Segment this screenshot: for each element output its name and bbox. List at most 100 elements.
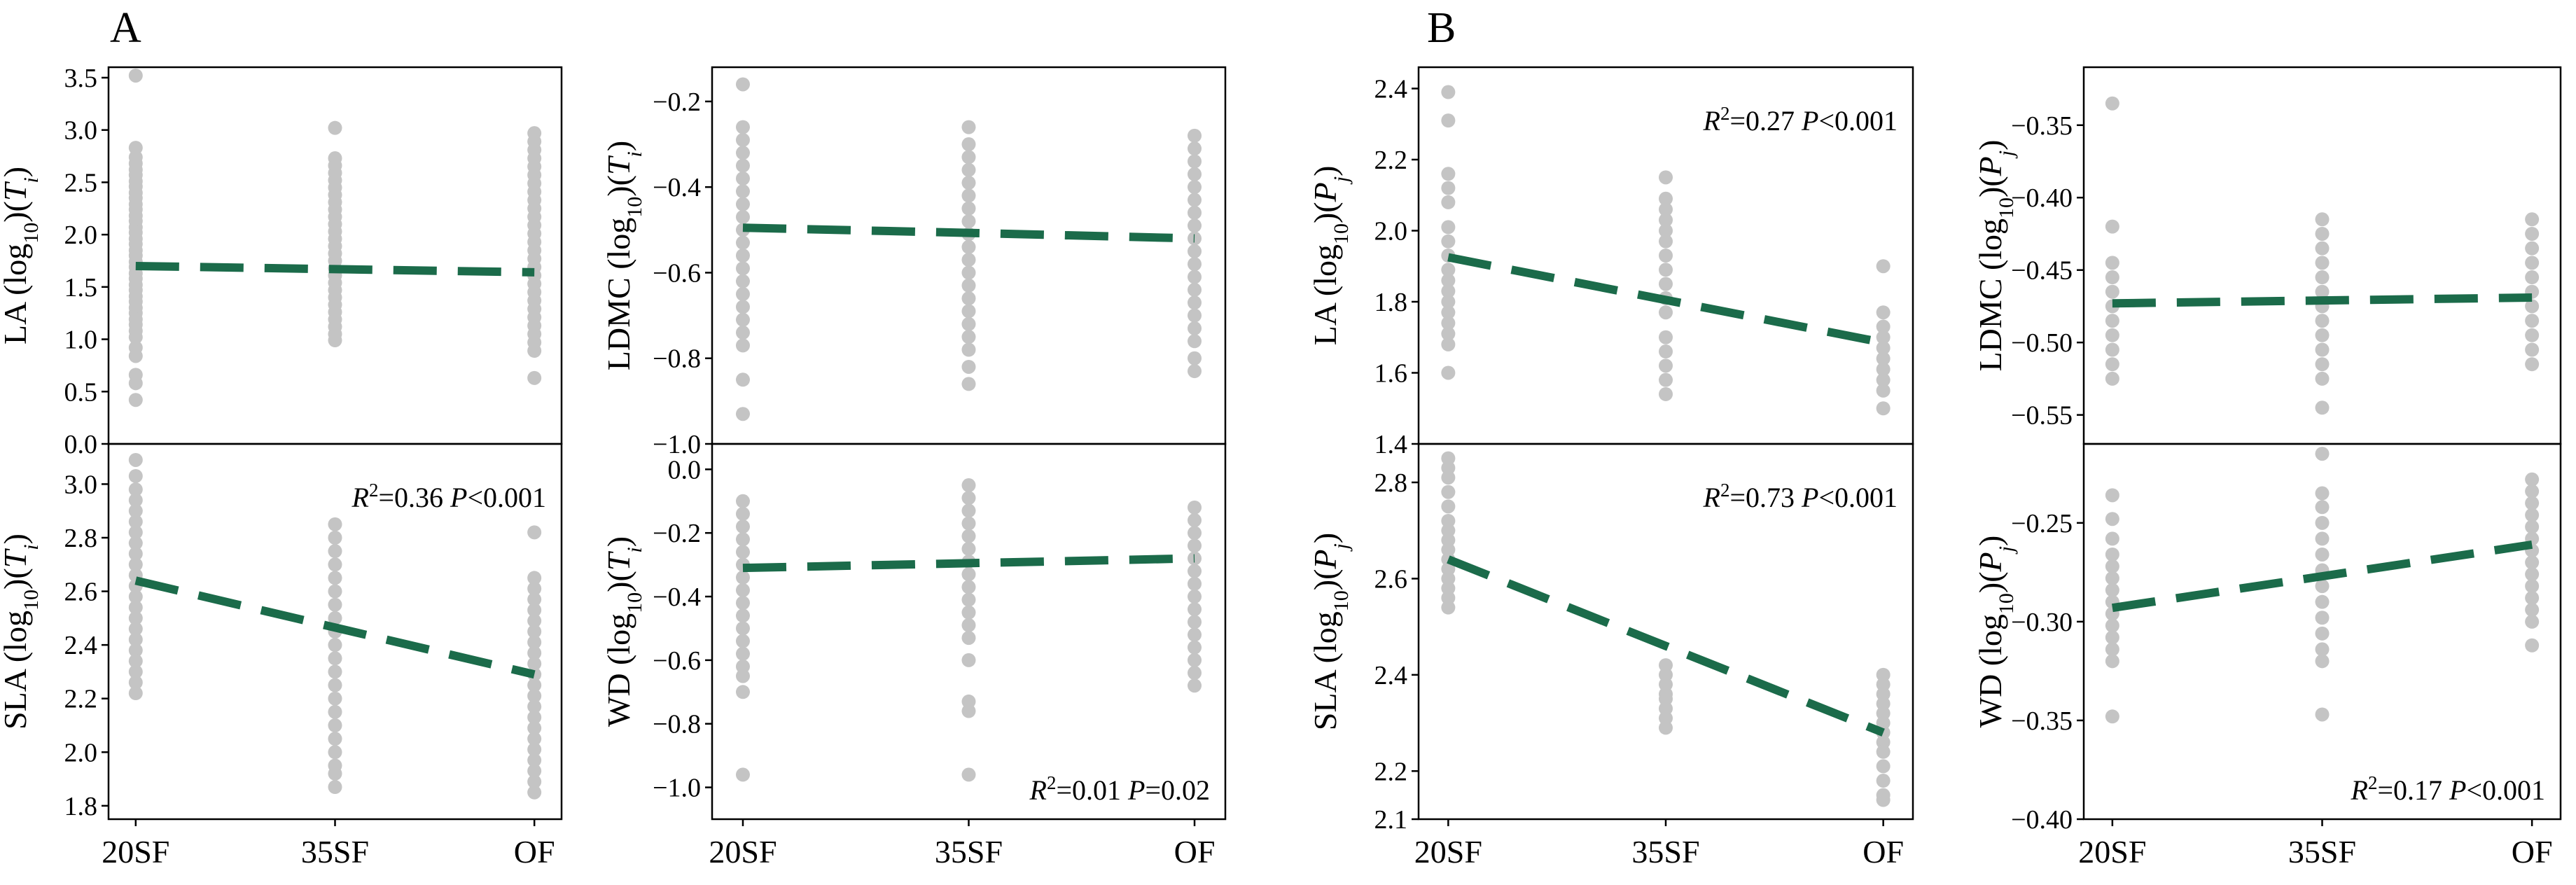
data-point — [2315, 447, 2330, 461]
data-point — [735, 532, 750, 547]
data-point — [1876, 401, 1891, 416]
data-point — [735, 261, 750, 276]
data-point — [128, 590, 143, 604]
plot-b-wd: −0.40 −0.35 −0.30 −0.25 20SF 35SF OF WD (log10)… — [1972, 442, 2562, 870]
data-point — [2105, 571, 2119, 585]
data-point — [2525, 314, 2540, 328]
data-point — [2105, 559, 2119, 573]
data-point — [1441, 571, 1456, 586]
data-point — [527, 613, 542, 628]
data-point — [328, 780, 342, 795]
data-point — [2315, 342, 2330, 357]
data-point — [1188, 167, 1202, 181]
x-tick-label-35sf: 35SF — [2288, 834, 2356, 870]
data-point — [1188, 615, 1202, 629]
data-point — [735, 77, 750, 92]
data-point — [1876, 716, 1891, 730]
data-point — [1659, 677, 1673, 692]
trend-line — [742, 223, 1195, 243]
data-point — [1188, 500, 1202, 515]
trend-line — [2111, 540, 2533, 613]
x-tick-label-of: OF — [1174, 834, 1216, 870]
data-point — [1188, 602, 1202, 617]
data-point — [961, 176, 976, 190]
data-point — [2525, 357, 2540, 372]
data-point — [328, 691, 342, 706]
data-point — [2525, 555, 2540, 570]
x-tick-label-of: OF — [1863, 834, 1904, 870]
data-point — [527, 764, 542, 779]
data-point — [1441, 543, 1456, 557]
data-point — [527, 710, 542, 725]
data-point — [1876, 383, 1891, 398]
y-tick-label: −0.50 — [2011, 328, 2073, 358]
data-point — [2315, 579, 2330, 594]
data-point — [128, 468, 143, 483]
y-tick-label: −0.4 — [653, 173, 701, 202]
data-point — [1441, 523, 1456, 538]
data-point — [961, 304, 976, 319]
data-point — [735, 274, 750, 288]
panel-letter-b: B — [1427, 4, 1456, 52]
data-point — [735, 407, 750, 421]
data-point — [1659, 372, 1673, 387]
data-point — [1876, 340, 1891, 355]
y-tick-label: 2.8 — [64, 524, 98, 553]
data-point — [128, 376, 143, 391]
trend-line — [1447, 253, 1884, 347]
data-point — [2105, 357, 2119, 372]
data-point — [128, 632, 143, 647]
data-point — [1188, 295, 1202, 310]
y-tick-label: 2.2 — [1374, 757, 1408, 786]
data-point — [527, 603, 542, 618]
data-point — [1876, 687, 1891, 702]
y-tick-label: 3.0 — [64, 116, 98, 146]
data-point — [128, 349, 143, 363]
x-tick-label-of: OF — [514, 834, 555, 870]
data-point — [2105, 630, 2119, 645]
data-point — [2105, 488, 2119, 503]
data-point — [128, 654, 143, 669]
y-tick-label: 2.2 — [1374, 146, 1408, 175]
data-point — [128, 546, 143, 561]
data-point — [328, 718, 342, 732]
data-point — [961, 529, 976, 543]
data-point — [328, 766, 342, 781]
data-point — [128, 557, 143, 572]
data-point — [1659, 277, 1673, 291]
data-point — [1188, 576, 1202, 591]
data-point — [328, 678, 342, 692]
data-point — [128, 675, 143, 690]
data-point — [735, 132, 750, 147]
data-point — [328, 557, 342, 572]
data-point — [735, 197, 750, 211]
data-point — [2525, 591, 2540, 606]
data-point — [1441, 562, 1456, 576]
data-point — [735, 570, 750, 585]
data-point — [1441, 471, 1456, 485]
data-point — [735, 583, 750, 597]
y-tick-label: 2.8 — [1374, 468, 1408, 498]
data-point — [1441, 294, 1456, 309]
data-point — [527, 343, 542, 358]
data-point — [1659, 213, 1673, 228]
data-point — [1659, 692, 1673, 706]
y-tick-label: 0.0 — [64, 430, 98, 459]
data-point — [961, 291, 976, 306]
data-point — [1188, 257, 1202, 272]
data-point — [735, 646, 750, 661]
data-point — [1876, 351, 1891, 366]
y-tick-label: 2.6 — [64, 578, 98, 607]
x-tick-label-20sf: 20SF — [102, 834, 169, 870]
data-point — [1188, 334, 1202, 349]
data-point — [527, 656, 542, 671]
data-point — [1876, 793, 1891, 807]
y-tick-label: −0.8 — [653, 344, 701, 374]
y-tick-label: −0.2 — [653, 88, 701, 117]
data-point — [2105, 654, 2119, 669]
data-point — [735, 372, 750, 387]
data-point — [1876, 330, 1891, 344]
data-point — [2105, 270, 2119, 285]
data-point — [2105, 284, 2119, 299]
data-point — [735, 685, 750, 699]
